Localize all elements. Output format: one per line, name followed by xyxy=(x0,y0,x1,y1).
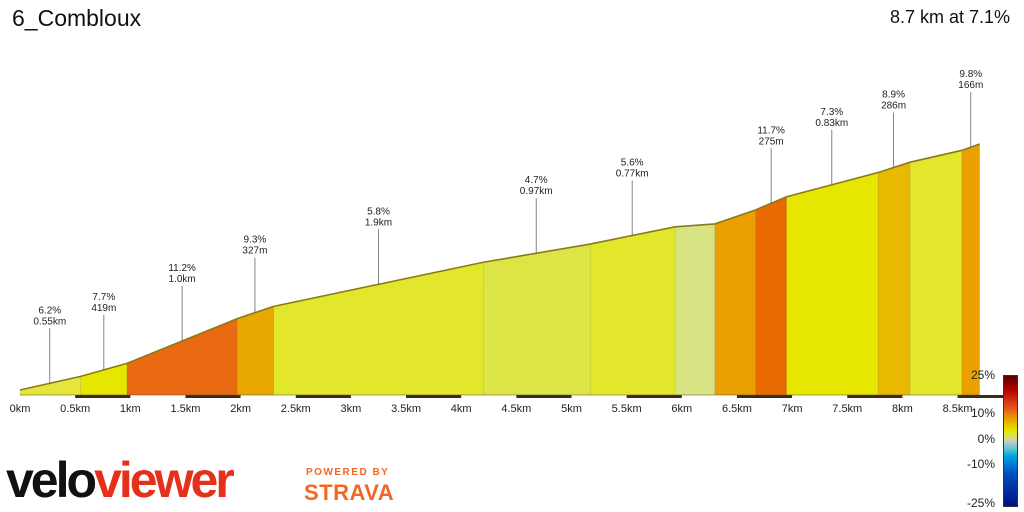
annotation-length: 0.55km xyxy=(33,316,66,327)
x-tick-label: 3km xyxy=(341,403,362,415)
x-tick-label: 2km xyxy=(230,403,251,415)
annotation-length: 286m xyxy=(881,101,906,112)
annotation-gradient: 9.3% xyxy=(244,235,267,246)
legend-label: 25% xyxy=(970,368,995,382)
climb-summary: 8.7 km at 7.1% xyxy=(889,7,1010,27)
annotation-gradient: 7.3% xyxy=(820,107,843,118)
annotation-gradient: 5.8% xyxy=(367,206,390,217)
x-tick-label: 3.5km xyxy=(391,403,421,415)
veloviewer-logo: veloviewer xyxy=(6,452,235,508)
x-tick-label: 6.5km xyxy=(722,403,752,415)
strava-logo: STRAVA xyxy=(304,480,395,505)
annotation-gradient: 6.2% xyxy=(38,305,61,316)
profile-segment xyxy=(961,143,980,396)
baseline-dash xyxy=(406,395,462,398)
x-tick-label: 4.5km xyxy=(501,403,531,415)
profile-segment xyxy=(589,226,676,396)
annotation-gradient: 11.2% xyxy=(168,263,196,274)
annotation-length: 0.97km xyxy=(520,186,553,197)
x-tick-label: 0.5km xyxy=(60,403,90,415)
annotation-length: 166m xyxy=(958,80,983,91)
baseline-dash xyxy=(185,395,241,398)
baseline-dash xyxy=(957,395,1013,398)
profile-segment xyxy=(786,172,879,396)
x-tick-label: 8km xyxy=(892,403,913,415)
annotation-length: 419m xyxy=(91,303,116,314)
annotation-length: 1.9km xyxy=(365,217,392,228)
x-tick-label: 4km xyxy=(451,403,472,415)
profile-segment xyxy=(877,161,911,396)
x-tick-label: 2.5km xyxy=(281,403,311,415)
profile-segment xyxy=(236,305,274,396)
x-tick-label: 7.5km xyxy=(832,403,862,415)
powered-by-label: POWERED BY xyxy=(306,467,390,478)
x-tick-label: 6km xyxy=(671,403,692,415)
annotation-gradient: 7.7% xyxy=(92,292,115,303)
profile-segment xyxy=(674,223,716,396)
baseline-dash xyxy=(736,395,793,398)
profile-segment xyxy=(909,149,963,396)
x-tick-label: 7km xyxy=(782,403,803,415)
annotation-length: 327m xyxy=(242,246,267,257)
chart-title: 6_Combloux xyxy=(12,5,142,31)
x-tick-label: 5km xyxy=(561,403,582,415)
legend-label: 10% xyxy=(970,406,995,420)
gradient-legend-bar xyxy=(1003,375,1018,507)
legend-label: 0% xyxy=(977,432,995,446)
baseline-dash xyxy=(847,395,903,398)
profile-top-line xyxy=(19,143,980,391)
annotation-length: 1.0km xyxy=(169,274,196,285)
legend-label: -25% xyxy=(966,496,995,510)
baseline-dash xyxy=(626,395,682,398)
annotation-gradient: 8.9% xyxy=(882,90,905,101)
x-tick-label: 0km xyxy=(10,403,31,415)
annotation-gradient: 9.8% xyxy=(959,69,982,80)
annotation-length: 0.83km xyxy=(815,118,848,129)
profile-segment xyxy=(714,209,757,396)
annotation-gradient: 11.7% xyxy=(757,125,785,136)
baseline-dash xyxy=(295,395,351,398)
annotation-gradient: 5.6% xyxy=(621,158,644,169)
annotation-gradient: 4.7% xyxy=(525,175,548,186)
x-tick-label: 5.5km xyxy=(612,403,642,415)
baseline-dash xyxy=(516,395,572,398)
x-tick-label: 1.5km xyxy=(170,403,200,415)
annotation-length: 0.77km xyxy=(616,169,649,180)
x-tick-label: 1km xyxy=(120,403,141,415)
baseline-dash xyxy=(75,395,131,398)
x-tick-label: 8.5km xyxy=(943,403,973,415)
profile-segment xyxy=(755,196,787,396)
legend-label: -10% xyxy=(966,457,995,471)
profile-segment xyxy=(482,243,591,396)
annotation-length: 275m xyxy=(759,136,784,147)
